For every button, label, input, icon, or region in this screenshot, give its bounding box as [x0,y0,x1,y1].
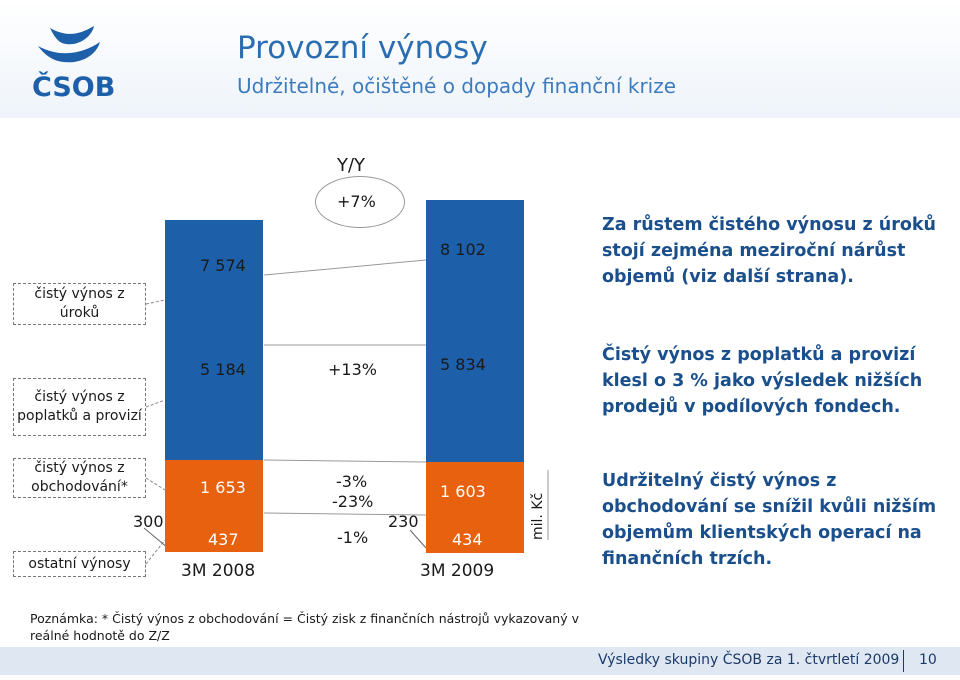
page-title: Provozní výnosy [237,30,488,66]
commentary-fees: Čistý výnos z poplatků a provizí klesl o… [602,345,923,417]
commentary-trading: Udržitelný čistý výnos z obchodování se … [602,471,937,569]
label-trading: čistý výnos z obchodování* [13,458,146,498]
bar-2009-trading [426,462,524,515]
value-2008-side: 300 [133,512,164,531]
change-trading-a: -3% [336,472,368,491]
value-2009-side: 230 [388,512,419,531]
value-2009-interest: 8 102 [440,240,486,259]
yoy-total-ellipse [315,176,405,228]
yoy-heading: Y/Y [337,155,366,176]
logo-wordmark: ČSOB [32,71,115,102]
value-2008-interest: 7 574 [200,256,246,275]
bar-2008-other [165,512,263,552]
label-fees: čistý výnos z poplatků a provizí [13,378,146,436]
value-2008-fees: 5 184 [200,360,246,379]
connector-lines [143,259,549,565]
commentary-interest: Za růstem čistého výnosu z úroků stojí z… [602,215,937,287]
bar-2009-interest [426,200,524,345]
label-other: ostatní výnosy [13,551,146,577]
yoy-total-change: +7% [337,192,376,211]
category-2009: 3M 2009 [420,561,495,581]
header-band [0,0,960,118]
change-fees: +13% [328,360,377,379]
value-2009-trading: 1 603 [440,482,486,501]
label-interest: čistý výnos z úroků [13,283,146,325]
value-2008-other: 437 [208,530,239,549]
value-2009-fees: 5 834 [440,355,486,374]
footnote: Poznámka: * Čistý výnos z obchodování = … [30,611,579,643]
change-trading-b: -23% [332,492,374,511]
wave-icon [38,26,100,63]
value-2009-other: 434 [452,530,483,549]
bar-2009-other [426,515,524,553]
bar-2008-trading [165,460,263,512]
bar-2008-fees [165,345,263,460]
page-subtitle: Udržitelné, očištěné o dopady finanční k… [237,74,677,98]
footer-separator [903,650,904,672]
bar-2008-interest [165,220,263,345]
change-other: -1% [337,528,369,547]
bar-2009-fees [426,345,524,462]
csob-logo: ČSOB [32,26,115,102]
unit-label: mil. Kč [530,492,546,540]
page-number: 10 [919,652,937,668]
category-2008: 3M 2008 [181,561,256,581]
footer-title: Výsledky skupiny ČSOB za 1. čtvrtletí 20… [598,652,900,668]
value-2008-trading: 1 653 [200,478,246,497]
footer-bar [0,647,960,675]
